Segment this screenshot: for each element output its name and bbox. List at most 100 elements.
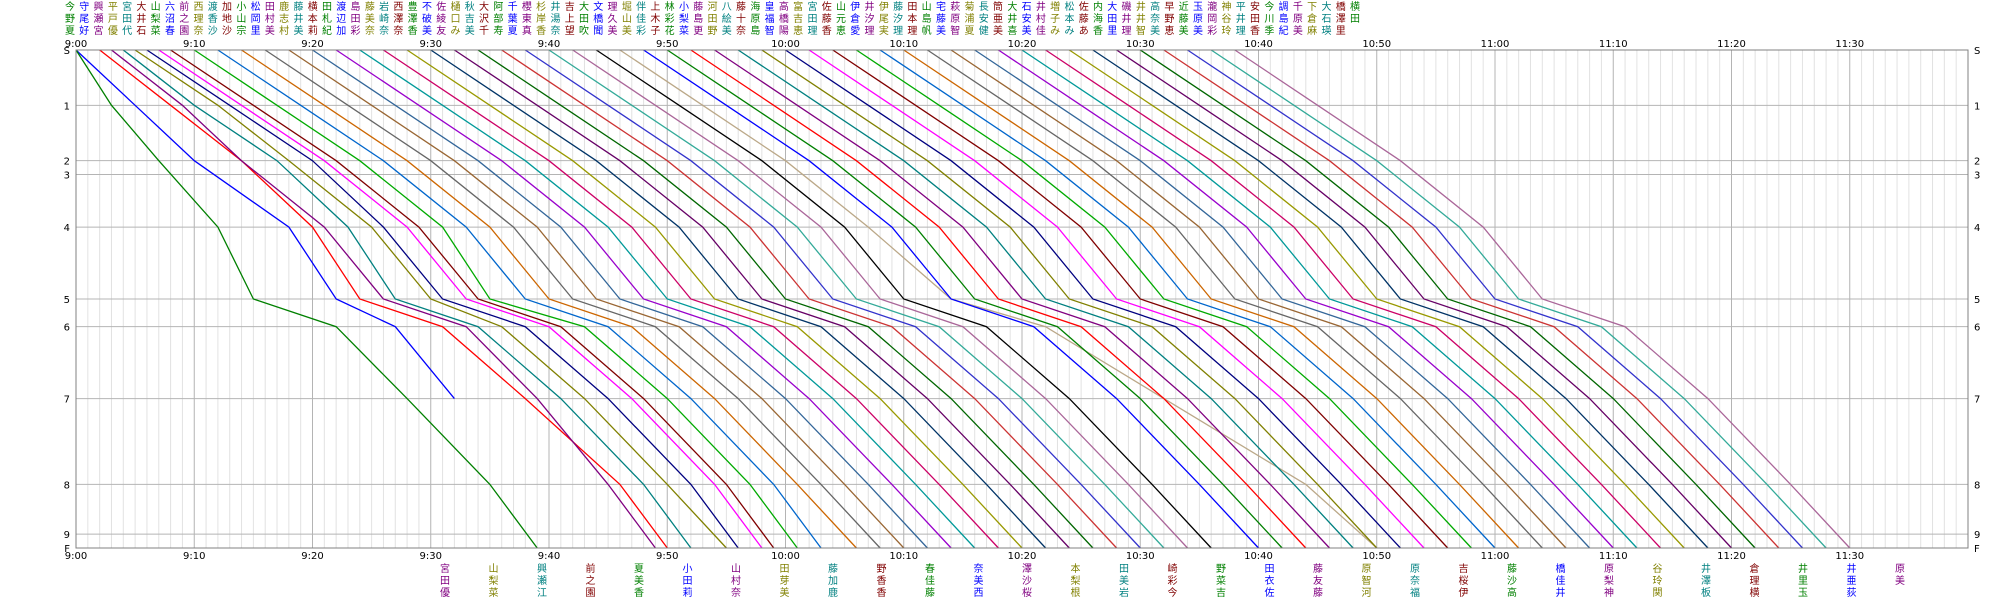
bottom-name-char: 野 [1216,563,1226,575]
bottom-name-char: 江 [537,587,547,599]
bottom-name-char: 玉 [1798,588,1808,599]
bottom-name-char: 里 [1798,575,1808,587]
x-tick-label-top: 9:40 [538,39,560,50]
top-name-char: 望 [565,24,575,37]
runner-line [927,49,1543,549]
top-name-char: 山 [622,13,632,25]
runner-line [998,49,1614,549]
top-name-char: 本 [907,12,917,25]
top-name-char: 小 [679,1,689,13]
x-tick-label-bottom: 10:10 [889,551,918,562]
x-tick-label-top: 9:20 [301,39,323,50]
top-name-char: 夏 [65,25,75,37]
top-name-char: 理 [1236,25,1246,37]
top-name-char: 谷 [1222,13,1232,25]
bottom-name-char: 岩 [1119,586,1129,599]
bottom-name-char: 澤 [1022,563,1032,575]
top-name-char: 田 [907,2,917,13]
top-name-char: 美 [365,12,375,25]
runner-line [1092,49,1709,549]
bottom-name-char: 澤 [1701,575,1711,587]
bottom-name-char: 興 [537,563,547,575]
top-name-char: 井 [1236,12,1246,25]
x-tick-label-top: 11:30 [1835,39,1864,50]
runner-line [146,49,739,549]
station-label-right: 6 [1974,323,1980,334]
bottom-name-char: 山 [731,563,741,575]
top-name-char: 吹 [579,24,589,37]
top-name-char: 豊 [408,0,418,13]
x-tick-label-bottom: 10:30 [1126,551,1155,562]
x-tick-label-top: 9:50 [656,39,678,50]
runner-line [359,49,976,549]
top-name-char: 不 [422,2,432,13]
top-name-char: 恵 [836,24,846,37]
bottom-name-char: 奈 [1410,574,1420,587]
bottom-name-char: 野 [877,563,887,575]
top-name-char: 子 [1050,13,1060,25]
top-name-char: 理 [194,13,204,25]
top-name-char: 里 [1107,25,1117,37]
bottom-name-char: 菜 [489,587,499,599]
top-name-char: 今 [65,0,75,13]
x-tick-label-bottom: 9:30 [420,551,442,562]
top-name-char: 山 [236,13,246,25]
top-name-char: 汐 [865,12,875,25]
top-name-char: 吉 [565,1,575,13]
runner-line [454,49,1070,549]
top-name-char: 梨 [679,12,689,25]
runner-line [241,49,857,549]
x-tick-label-top: 9:30 [420,39,442,50]
x-tick-label-bottom: 11:10 [1599,551,1628,562]
top-name-char: 宮 [94,24,104,37]
bottom-name-char: 莉 [683,587,693,599]
top-name-char: 奈 [550,24,560,37]
top-name-char: 加 [336,25,346,37]
top-name-char: 吉 [465,13,475,25]
bottom-name-char: 伊 [1459,587,1469,599]
top-name-char: 大 [579,0,589,13]
bottom-name-char: 関 [1653,587,1663,599]
top-name-char: 亜 [993,14,1003,25]
top-name-char: 上 [650,1,660,13]
top-name-char: 沙 [222,25,232,37]
top-name-char: 山 [151,1,161,13]
bottom-name-char: 藤 [1507,563,1517,575]
top-name-char: 澤 [1336,13,1346,25]
top-name-char: 佐 [1079,1,1089,13]
runner-line [548,49,1165,549]
runner-line [1234,49,1851,549]
top-name-char: 村 [265,12,275,25]
top-name-char: 紀 [1279,24,1289,37]
x-tick-label-top: 9:10 [183,39,205,50]
top-name-char: 櫻 [522,0,532,13]
top-name-char: 彩 [351,25,361,37]
runner-line [950,49,1567,549]
top-name-char: 沙 [208,25,218,37]
top-name-char: 佐 [436,1,446,13]
bottom-name-char: 美 [780,586,790,599]
top-name-char: 西 [393,2,403,13]
top-name-char: 美 [622,24,632,37]
top-name-char: 岸 [536,13,546,25]
top-name-char: 美 [608,24,618,37]
top-name-char: 井 [1122,12,1132,25]
bottom-name-char: 西 [974,588,984,599]
top-name-char: 田 [807,14,817,25]
top-name-char: 伴 [636,0,646,13]
station-label-right: S [1974,46,1980,57]
bottom-name-char: 河 [1362,587,1372,599]
top-name-char: 理 [608,1,618,13]
runner-line [595,49,1212,549]
top-name-char: 季 [1264,25,1274,37]
bottom-name-char: 香 [634,587,644,599]
runner-line [122,49,692,549]
top-name-char: 梨 [151,12,161,25]
top-name-char: 大 [479,0,489,13]
station-label-left: 1 [64,101,70,112]
top-name-char: 大 [136,0,146,13]
top-name-char: 井 [136,12,146,25]
runner-line [335,49,952,549]
bottom-name-char: 鹿 [828,586,838,599]
top-name-char: み [1050,26,1060,37]
